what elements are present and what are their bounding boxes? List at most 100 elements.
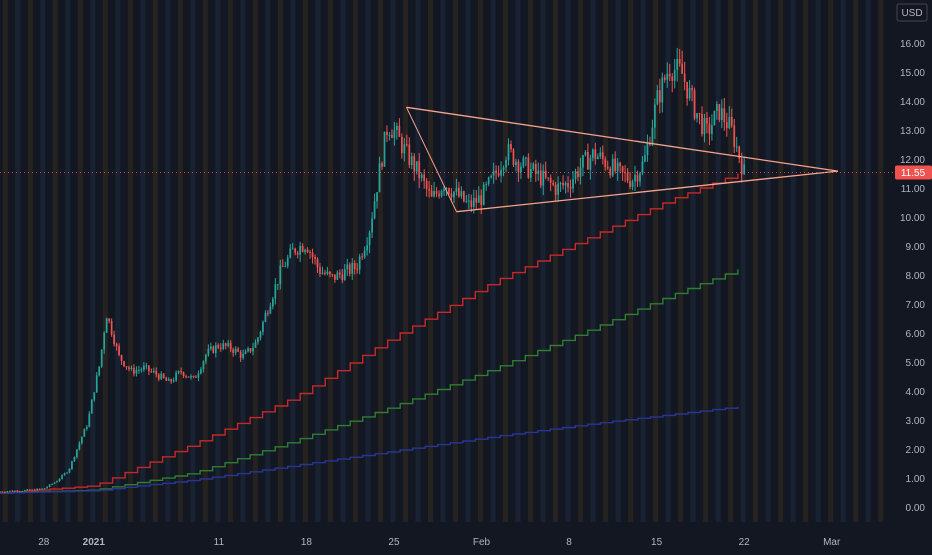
candle-body[interactable] xyxy=(656,90,659,105)
candle-body[interactable] xyxy=(316,259,319,268)
candle-body[interactable] xyxy=(572,179,574,189)
candle-body[interactable] xyxy=(346,264,349,270)
candle-body[interactable] xyxy=(413,156,416,172)
candle-body[interactable] xyxy=(381,163,383,167)
candle-body[interactable] xyxy=(507,144,510,160)
candle-body[interactable] xyxy=(56,481,58,483)
candle-body[interactable] xyxy=(621,166,624,173)
candle-body[interactable] xyxy=(205,354,207,362)
candle-body[interactable] xyxy=(197,373,200,378)
candle-body[interactable] xyxy=(418,161,421,179)
candle-body[interactable] xyxy=(428,188,431,191)
candle-body[interactable] xyxy=(38,488,41,490)
candle-body[interactable] xyxy=(574,171,577,180)
candle-body[interactable] xyxy=(214,345,217,353)
candle-body[interactable] xyxy=(269,306,272,314)
candle-body[interactable] xyxy=(299,245,302,255)
candle-body[interactable] xyxy=(527,157,530,178)
candle-body[interactable] xyxy=(202,361,205,370)
candle-body[interactable] xyxy=(147,365,150,372)
candle-body[interactable] xyxy=(46,486,48,489)
candle-body[interactable] xyxy=(83,429,86,437)
candle-body[interactable] xyxy=(443,189,445,192)
candle-body[interactable] xyxy=(445,188,448,190)
candle-body[interactable] xyxy=(403,144,406,154)
candle-body[interactable] xyxy=(534,163,537,174)
candle-body[interactable] xyxy=(157,374,160,380)
candle-body[interactable] xyxy=(227,342,230,346)
candle-body[interactable] xyxy=(185,376,187,378)
candle-body[interactable] xyxy=(247,348,249,352)
candle-body[interactable] xyxy=(177,371,180,373)
candle-body[interactable] xyxy=(128,367,130,369)
candle-body[interactable] xyxy=(16,490,19,492)
candle-body[interactable] xyxy=(386,131,388,136)
price-axis[interactable] xyxy=(893,0,932,550)
candle-body[interactable] xyxy=(239,351,242,358)
candle-body[interactable] xyxy=(688,87,691,99)
candle-body[interactable] xyxy=(604,158,607,167)
candle-body[interactable] xyxy=(254,342,257,348)
candle-body[interactable] xyxy=(544,170,547,178)
candle-body[interactable] xyxy=(495,170,497,174)
candle-body[interactable] xyxy=(396,125,398,130)
candle-body[interactable] xyxy=(90,399,93,414)
candle-body[interactable] xyxy=(549,177,552,183)
candle-body[interactable] xyxy=(616,162,619,171)
candle-body[interactable] xyxy=(190,376,192,378)
candle-body[interactable] xyxy=(391,135,393,138)
candle-body[interactable] xyxy=(187,376,190,378)
candle-body[interactable] xyxy=(264,313,267,322)
candle-body[interactable] xyxy=(229,342,232,350)
candle-body[interactable] xyxy=(743,164,746,175)
candles[interactable] xyxy=(0,47,746,493)
candle-body[interactable] xyxy=(614,158,617,171)
candle-body[interactable] xyxy=(594,149,597,160)
candle-body[interactable] xyxy=(306,249,309,253)
candle-body[interactable] xyxy=(296,252,299,255)
candle-body[interactable] xyxy=(529,169,532,178)
candle-body[interactable] xyxy=(740,158,743,175)
candle-body[interactable] xyxy=(140,369,143,371)
candle-body[interactable] xyxy=(720,108,723,120)
candle-body[interactable] xyxy=(271,298,274,307)
candle-body[interactable] xyxy=(289,248,292,258)
candle-body[interactable] xyxy=(708,123,711,134)
candle-body[interactable] xyxy=(68,468,71,473)
triangle-upper-trendline[interactable] xyxy=(406,106,839,172)
candle-body[interactable] xyxy=(678,59,681,64)
candle-body[interactable] xyxy=(517,161,520,173)
candle-body[interactable] xyxy=(673,69,676,81)
candle-body[interactable] xyxy=(115,344,118,347)
candle-body[interactable] xyxy=(244,351,247,354)
candle-body[interactable] xyxy=(691,87,693,91)
candle-body[interactable] xyxy=(224,343,227,346)
candle-body[interactable] xyxy=(162,373,165,378)
candle-body[interactable] xyxy=(319,267,321,274)
currency-badge[interactable] xyxy=(896,3,928,22)
candle-body[interactable] xyxy=(276,284,279,286)
candle-body[interactable] xyxy=(155,370,158,375)
candle-body[interactable] xyxy=(160,373,163,380)
candle-body[interactable] xyxy=(267,313,269,315)
candle-body[interactable] xyxy=(120,355,123,362)
candle-body[interactable] xyxy=(696,113,698,119)
candle-body[interactable] xyxy=(78,442,81,450)
candle-body[interactable] xyxy=(666,73,669,80)
candle-body[interactable] xyxy=(150,371,153,373)
candle-body[interactable] xyxy=(95,375,98,393)
candle-body[interactable] xyxy=(76,449,78,457)
candle-body[interactable] xyxy=(718,104,721,120)
candle-body[interactable] xyxy=(135,370,138,374)
candle-body[interactable] xyxy=(376,192,378,202)
candle-body[interactable] xyxy=(85,426,88,430)
candle-body[interactable] xyxy=(453,191,455,198)
candle-body[interactable] xyxy=(366,245,368,251)
candle-body[interactable] xyxy=(23,490,26,492)
candle-body[interactable] xyxy=(172,380,175,382)
candle-body[interactable] xyxy=(71,461,73,469)
candle-body[interactable] xyxy=(539,170,542,186)
candle-body[interactable] xyxy=(730,117,733,126)
candle-body[interactable] xyxy=(569,187,572,189)
candle-body[interactable] xyxy=(371,218,373,233)
